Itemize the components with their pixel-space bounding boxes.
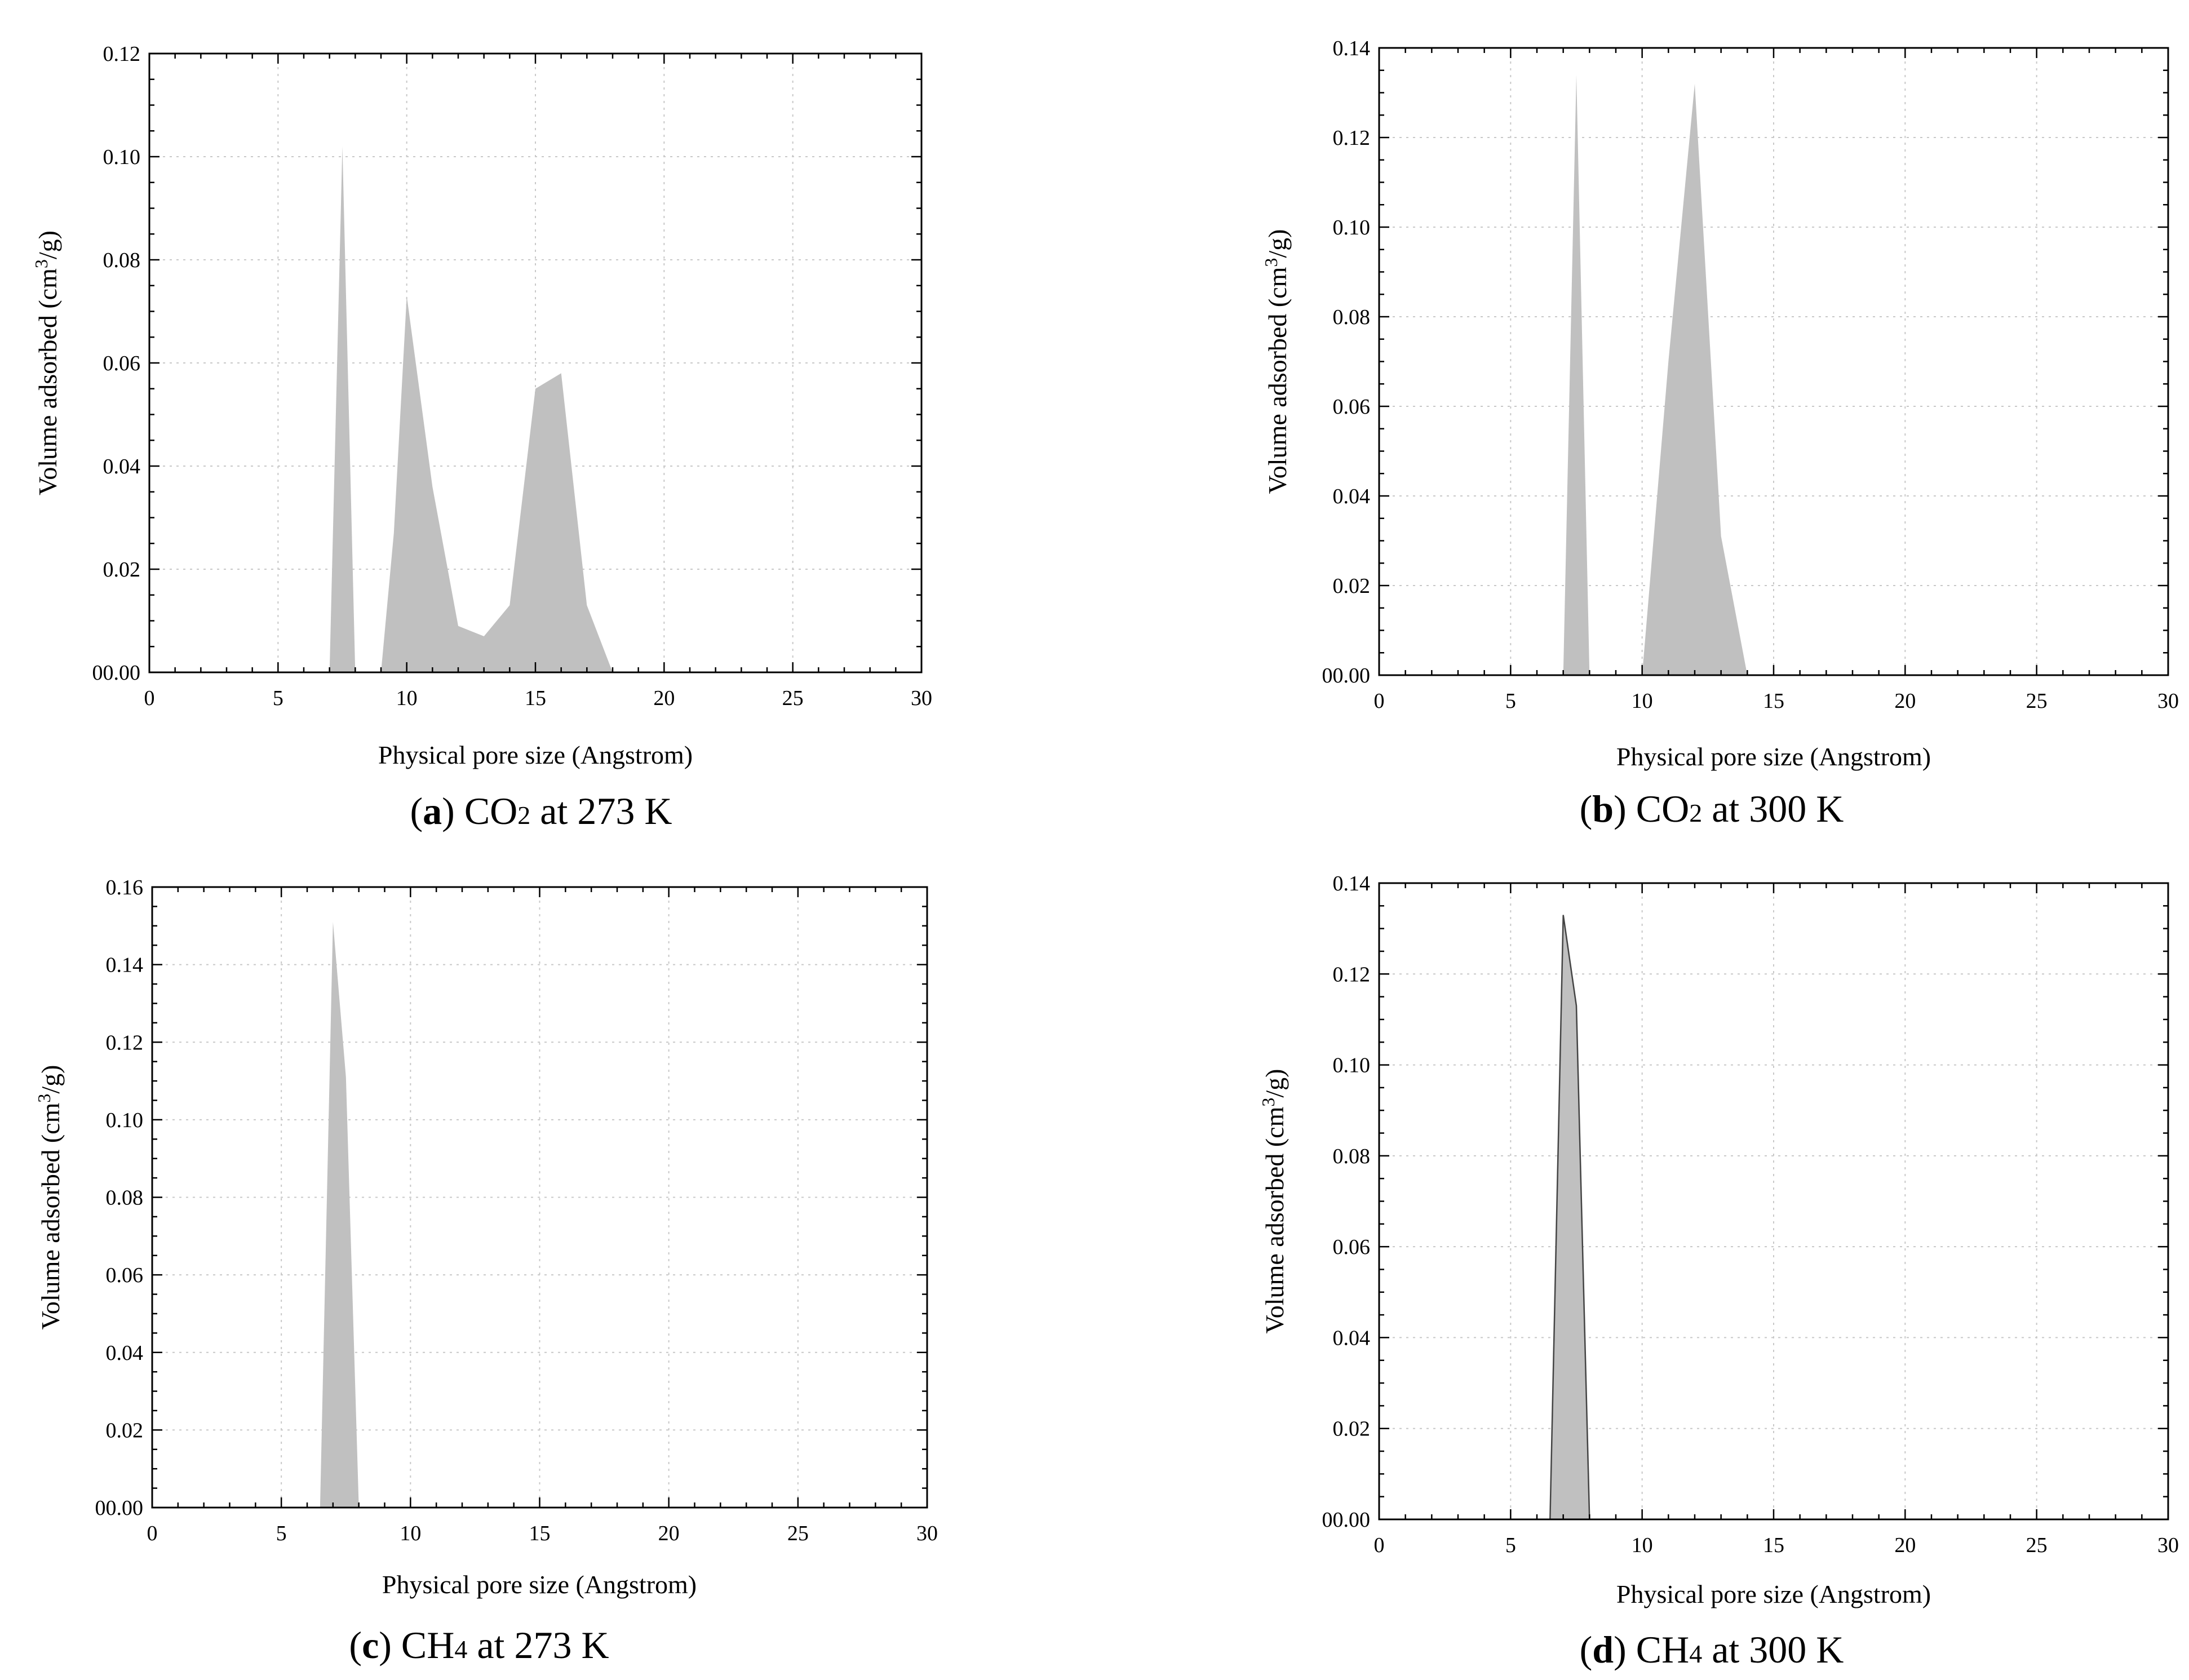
y-tick-label: 0.10 bbox=[106, 1109, 144, 1132]
x-tick-label: 0 bbox=[1374, 1533, 1385, 1557]
x-tick-label: 25 bbox=[787, 1522, 809, 1545]
data-area-series bbox=[149, 147, 921, 672]
x-tick-label: 30 bbox=[2157, 1533, 2179, 1557]
y-tick-label: 0.16 bbox=[106, 876, 144, 899]
y-tick-label: 0.14 bbox=[106, 954, 144, 977]
x-tick-label: 15 bbox=[529, 1522, 551, 1545]
chart-panel-b: 0 5 10 15 20 25 30 00.00 0.02 0.04 0.06 0.08 0.10 0.1… bbox=[1094, 0, 2189, 840]
y-tick-label: 0.10 bbox=[1333, 1054, 1371, 1078]
x-axis-label: Physical pore size (Angstrom) bbox=[1616, 1580, 1931, 1608]
x-tick-label: 25 bbox=[2026, 1533, 2048, 1557]
x-tick-label: 15 bbox=[1763, 1533, 1784, 1557]
y-axis-label: Volume adsorbed (cm3/g) bbox=[34, 1065, 65, 1330]
y-tick-label: 0.04 bbox=[1333, 1326, 1371, 1350]
panel-caption: (c) CH4 at 273 K bbox=[349, 1624, 609, 1666]
x-axis-label: Physical pore size (Angstrom) bbox=[382, 1570, 697, 1599]
panel-caption: (a) CO2 at 273 K bbox=[410, 790, 672, 832]
y-tick-label: 00.00 bbox=[95, 1496, 144, 1520]
y-axis-label: Volume adsorbed (cm3/g) bbox=[31, 230, 62, 495]
y-tick-label: 0.02 bbox=[106, 1419, 144, 1442]
y-tick-label: 0.12 bbox=[106, 1031, 144, 1054]
x-tick-label: 5 bbox=[1505, 689, 1516, 713]
y-tick-label: 00.00 bbox=[1322, 664, 1371, 688]
x-tick-label: 5 bbox=[1505, 1533, 1516, 1557]
y-tick-label: 0.10 bbox=[103, 145, 141, 169]
y-tick-label: 0.02 bbox=[1333, 1417, 1371, 1441]
x-tick-label: 5 bbox=[273, 686, 283, 710]
x-tick-label: 30 bbox=[2157, 689, 2179, 713]
y-tick-label: 0.12 bbox=[1333, 126, 1371, 150]
y-tick-label: 0.04 bbox=[106, 1341, 144, 1365]
x-tick-label: 20 bbox=[653, 686, 675, 710]
x-tick-label: 30 bbox=[916, 1522, 938, 1545]
x-axis-label: Physical pore size (Angstrom) bbox=[378, 741, 693, 769]
x-tick-label: 10 bbox=[1632, 689, 1653, 713]
y-tick-label: 0.02 bbox=[103, 558, 141, 582]
x-tick-label: 0 bbox=[144, 686, 155, 710]
y-tick-label: 0.08 bbox=[103, 249, 141, 272]
y-tick-label: 00.00 bbox=[92, 661, 141, 685]
y-tick-label: 0.12 bbox=[1333, 963, 1371, 986]
plot-frame bbox=[1379, 48, 2168, 675]
x-tick-label: 25 bbox=[2026, 689, 2048, 713]
y-tick-label: 0.08 bbox=[1333, 305, 1371, 329]
y-tick-label: 0.06 bbox=[1333, 395, 1371, 419]
x-tick-label: 10 bbox=[400, 1522, 421, 1545]
y-tick-label: 0.06 bbox=[1333, 1235, 1371, 1259]
chart-panel-c: 0 5 10 15 20 25 30 00.00 0.02 0.04 0.06 0.08 0.10 0.1… bbox=[0, 840, 1094, 1680]
x-tick-label: 20 bbox=[1894, 1533, 1916, 1557]
x-tick-label: 15 bbox=[525, 686, 546, 710]
x-tick-label: 30 bbox=[911, 686, 932, 710]
x-tick-label: 20 bbox=[658, 1522, 680, 1545]
y-tick-label: 0.08 bbox=[1333, 1145, 1371, 1168]
y-axis-label: Volume adsorbed (cm3/g) bbox=[1258, 1069, 1289, 1334]
y-tick-label: 0.10 bbox=[1333, 216, 1371, 240]
y-tick-label: 0.14 bbox=[1333, 37, 1371, 60]
x-axis-label: Physical pore size (Angstrom) bbox=[1616, 742, 1931, 771]
y-tick-label: 0.14 bbox=[1333, 872, 1371, 896]
x-tick-label: 20 bbox=[1894, 689, 1916, 713]
chart-panel-d: 0 5 10 15 20 25 30 00.00 0.02 0.04 0.06 0.08 0.10 0.1… bbox=[1094, 840, 2189, 1680]
y-tick-label: 0.06 bbox=[106, 1264, 144, 1287]
y-tick-label: 00.00 bbox=[1322, 1508, 1371, 1532]
x-tick-label: 25 bbox=[782, 686, 804, 710]
x-tick-label: 5 bbox=[276, 1522, 287, 1545]
panel-caption: (b) CO2 at 300 K bbox=[1580, 787, 1844, 830]
panel-caption: (d) CH4 at 300 K bbox=[1580, 1628, 1844, 1671]
x-tick-label: 10 bbox=[1632, 1533, 1653, 1557]
figure: 0 5 10 15 20 25 30 00.00 0.02 0.04 0.06 0.08 0.10 0.1… bbox=[0, 0, 2189, 1680]
y-tick-label: 0.04 bbox=[1333, 485, 1371, 508]
y-axis-label: Volume adsorbed (cm3/g) bbox=[1261, 229, 1292, 494]
chart-panel-a: 0 5 10 15 20 25 30 00.00 0.02 0.04 0.06 0.08 0.10 0.1… bbox=[0, 0, 1094, 840]
x-tick-label: 0 bbox=[147, 1522, 158, 1545]
y-tick-label: 0.12 bbox=[103, 42, 141, 66]
y-tick-label: 0.02 bbox=[1333, 574, 1371, 598]
y-tick-label: 0.08 bbox=[106, 1186, 144, 1210]
x-tick-label: 15 bbox=[1763, 689, 1784, 713]
x-tick-label: 0 bbox=[1374, 689, 1385, 713]
x-tick-label: 10 bbox=[396, 686, 418, 710]
y-tick-label: 0.04 bbox=[103, 455, 141, 478]
y-tick-label: 0.06 bbox=[103, 352, 141, 375]
